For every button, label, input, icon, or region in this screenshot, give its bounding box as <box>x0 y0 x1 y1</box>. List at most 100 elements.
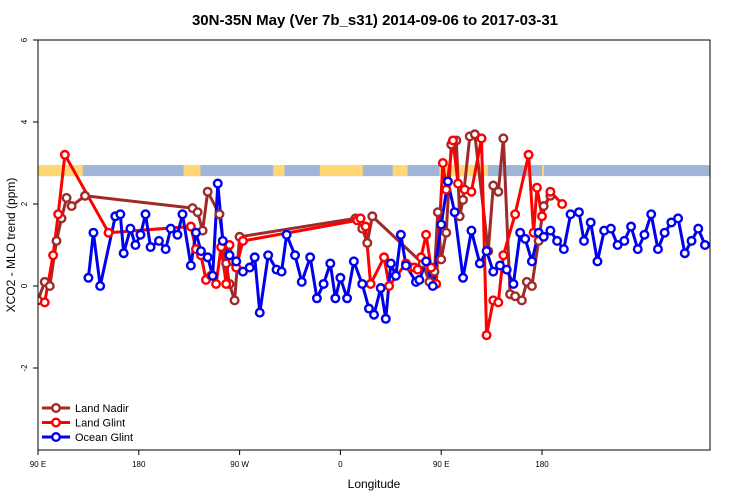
ocean-glint-point <box>466 225 477 236</box>
ocean-glint-point <box>118 248 129 259</box>
land-nadir-point <box>469 129 480 140</box>
land-glint-point <box>48 250 59 261</box>
y-axis-label: XCO2 - MLO trend (ppm) <box>4 178 18 313</box>
ocean-glint-point <box>83 272 94 283</box>
land-glint-point <box>59 149 70 160</box>
land-glint-point <box>39 297 50 308</box>
land-glint-point <box>493 297 504 308</box>
ocean-glint-point <box>481 246 492 257</box>
ocean-glint-point <box>501 264 512 275</box>
land-nadir-point <box>526 281 537 292</box>
x-tick-label: 180 <box>535 460 549 469</box>
land-glint-point <box>384 281 395 292</box>
ocean-glint-point <box>673 213 684 224</box>
band-land <box>183 165 201 177</box>
land-glint-point <box>221 278 232 289</box>
ocean-glint-point <box>135 229 146 240</box>
land-glint-point <box>466 186 477 197</box>
ocean-glint-point <box>140 209 151 220</box>
land-nadir-point <box>488 180 499 191</box>
ocean-glint-point <box>390 270 401 281</box>
land-glint-point <box>481 330 492 341</box>
y-tick-label: -2 <box>20 364 29 372</box>
ocean-glint-point <box>318 278 329 289</box>
ocean-glint-point <box>195 246 206 257</box>
data-coverage-band <box>38 165 710 177</box>
land-glint-point <box>365 278 376 289</box>
ocean-glint-point <box>585 217 596 228</box>
ocean-glint-point <box>646 209 657 220</box>
ocean-glint-point <box>619 235 630 246</box>
ocean-glint-point <box>573 207 584 218</box>
ocean-glint-point <box>165 223 176 234</box>
land-glint-point <box>523 149 534 160</box>
ocean-glint-point <box>565 209 576 220</box>
land-nadir-point <box>202 186 213 197</box>
ocean-glint-point <box>626 221 637 232</box>
ocean-glint-point <box>558 244 569 255</box>
band-land <box>273 165 285 177</box>
ocean-glint-point <box>449 207 460 218</box>
land-glint-point <box>437 157 448 168</box>
band-land <box>439 165 488 177</box>
ocean-glint-point <box>363 303 374 314</box>
ocean-glint-point <box>276 266 287 277</box>
land-nadir-point <box>44 281 55 292</box>
ocean-glint-point <box>400 260 411 271</box>
legend-land-nadir-marker <box>51 403 62 414</box>
land-nadir-point <box>538 201 549 212</box>
y-axis: -2 0 2 4 6 <box>20 37 38 372</box>
ocean-glint-point <box>231 256 242 267</box>
land-glint-point <box>237 235 248 246</box>
ocean-glint-point <box>552 235 563 246</box>
land-glint-point <box>510 209 521 220</box>
land-nadir-point <box>61 192 72 203</box>
x-axis-label: Longitude <box>348 477 401 491</box>
legend-ocean-glint-label: Ocean Glint <box>75 432 133 444</box>
ocean-glint-point <box>177 209 188 220</box>
ocean-glint-point <box>125 223 136 234</box>
land-nadir-point <box>432 207 443 218</box>
x-tick-label: 90 W <box>230 460 249 469</box>
legend-land-glint-marker <box>51 417 62 428</box>
land-glint-point <box>103 227 114 238</box>
ocean-glint-point <box>296 276 307 287</box>
ocean-glint-point <box>342 293 353 304</box>
ocean-glint-point <box>281 229 292 240</box>
ocean-glint-point <box>395 229 406 240</box>
ocean-glint-point <box>639 229 650 240</box>
land-nadir-point <box>66 201 77 212</box>
ocean-glint-point <box>202 252 213 263</box>
land-glint-point <box>412 264 423 275</box>
ocean-glint-point <box>254 307 265 318</box>
ocean-glint-point <box>693 223 704 234</box>
ocean-glint-point <box>508 278 519 289</box>
y-tick-label: 4 <box>20 119 29 124</box>
ocean-glint-point <box>679 248 690 259</box>
ocean-glint-point <box>375 283 386 294</box>
ocean-glint-point <box>357 278 368 289</box>
land-glint-point <box>360 221 371 232</box>
band-land <box>392 165 408 177</box>
y-tick-label: 2 <box>20 201 29 206</box>
ocean-glint-point <box>666 217 677 228</box>
ocean-glint-point <box>474 258 485 269</box>
ocean-glint-point <box>224 250 235 261</box>
ocean-glint-point <box>458 272 469 283</box>
band-land <box>542 165 544 177</box>
ocean-glint-point <box>95 281 106 292</box>
x-tick-label: 0 <box>338 460 343 469</box>
land-glint-point <box>545 186 556 197</box>
ocean-glint-point <box>686 235 697 246</box>
land-nadir-point <box>498 133 509 144</box>
ocean-glint-point <box>427 281 438 292</box>
chart-title: 30N-35N May (Ver 7b_s31) 2014-09-06 to 2… <box>192 12 558 29</box>
land-nadir-point <box>362 237 373 248</box>
ocean-glint-point <box>421 256 432 267</box>
y-tick-label: 0 <box>20 283 29 288</box>
land-nadir-point <box>458 194 469 205</box>
land-nadir-point <box>367 211 378 222</box>
ocean-glint-point <box>495 260 506 271</box>
plot-frame <box>37 39 711 451</box>
land-glint-point <box>211 278 222 289</box>
